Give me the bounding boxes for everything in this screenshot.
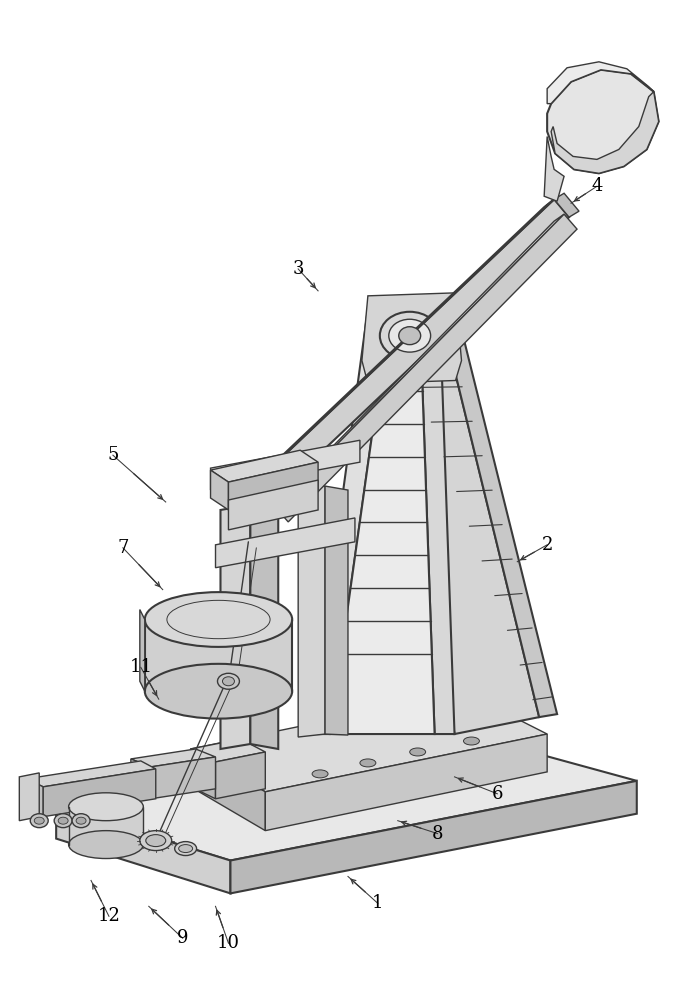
Polygon shape <box>420 309 454 734</box>
Polygon shape <box>310 309 390 734</box>
Polygon shape <box>221 505 251 749</box>
Text: 12: 12 <box>98 907 120 925</box>
Polygon shape <box>56 729 637 861</box>
Polygon shape <box>26 761 155 787</box>
Ellipse shape <box>58 817 68 824</box>
Polygon shape <box>547 70 659 173</box>
Ellipse shape <box>464 737 479 745</box>
Polygon shape <box>265 214 564 515</box>
Polygon shape <box>275 214 577 522</box>
Polygon shape <box>236 492 260 518</box>
Ellipse shape <box>409 748 426 756</box>
Ellipse shape <box>145 592 292 647</box>
Polygon shape <box>330 309 435 734</box>
Polygon shape <box>56 807 230 893</box>
Polygon shape <box>547 62 654 104</box>
Ellipse shape <box>380 312 439 360</box>
Ellipse shape <box>223 677 234 686</box>
Polygon shape <box>215 752 265 799</box>
Polygon shape <box>191 739 265 762</box>
Ellipse shape <box>179 845 193 853</box>
Ellipse shape <box>389 319 430 352</box>
Polygon shape <box>19 773 39 821</box>
Polygon shape <box>551 92 659 173</box>
Polygon shape <box>236 199 554 500</box>
Polygon shape <box>131 749 215 767</box>
Ellipse shape <box>69 793 143 821</box>
Polygon shape <box>230 781 637 893</box>
Polygon shape <box>362 293 462 383</box>
Polygon shape <box>554 193 579 217</box>
Polygon shape <box>26 779 43 817</box>
Text: 11: 11 <box>129 658 152 676</box>
Polygon shape <box>191 749 265 831</box>
Text: 3: 3 <box>293 260 304 278</box>
Polygon shape <box>43 769 155 817</box>
Polygon shape <box>140 610 145 691</box>
Polygon shape <box>210 470 228 510</box>
Ellipse shape <box>69 831 143 859</box>
Ellipse shape <box>146 835 166 847</box>
Polygon shape <box>228 462 318 510</box>
Text: 10: 10 <box>217 934 240 952</box>
Polygon shape <box>215 518 355 568</box>
Ellipse shape <box>76 817 86 824</box>
Polygon shape <box>131 759 151 799</box>
Ellipse shape <box>217 673 240 689</box>
Polygon shape <box>251 505 278 749</box>
Text: 5: 5 <box>107 446 119 464</box>
Polygon shape <box>368 306 456 323</box>
Text: 2: 2 <box>541 536 553 554</box>
Text: 9: 9 <box>177 929 188 947</box>
Polygon shape <box>245 199 569 510</box>
Polygon shape <box>151 757 215 799</box>
Polygon shape <box>191 749 215 799</box>
Polygon shape <box>228 480 318 530</box>
Ellipse shape <box>175 842 197 856</box>
Ellipse shape <box>399 327 421 345</box>
Polygon shape <box>210 440 360 490</box>
Ellipse shape <box>360 759 376 767</box>
Ellipse shape <box>31 814 48 828</box>
Polygon shape <box>390 309 539 734</box>
Polygon shape <box>145 620 292 691</box>
Polygon shape <box>69 807 143 845</box>
Ellipse shape <box>312 770 328 778</box>
Ellipse shape <box>34 817 44 824</box>
Text: 1: 1 <box>372 894 384 912</box>
Text: 4: 4 <box>591 177 603 195</box>
Ellipse shape <box>140 831 172 851</box>
Polygon shape <box>298 486 325 737</box>
Text: 6: 6 <box>492 785 503 803</box>
Ellipse shape <box>72 814 90 828</box>
Polygon shape <box>439 306 557 717</box>
Polygon shape <box>325 486 348 735</box>
Ellipse shape <box>145 664 292 719</box>
Polygon shape <box>210 450 318 482</box>
Text: 7: 7 <box>117 539 128 557</box>
Text: 8: 8 <box>432 825 443 843</box>
Polygon shape <box>265 734 547 831</box>
Ellipse shape <box>54 814 72 828</box>
Polygon shape <box>544 136 564 201</box>
Polygon shape <box>191 692 547 792</box>
